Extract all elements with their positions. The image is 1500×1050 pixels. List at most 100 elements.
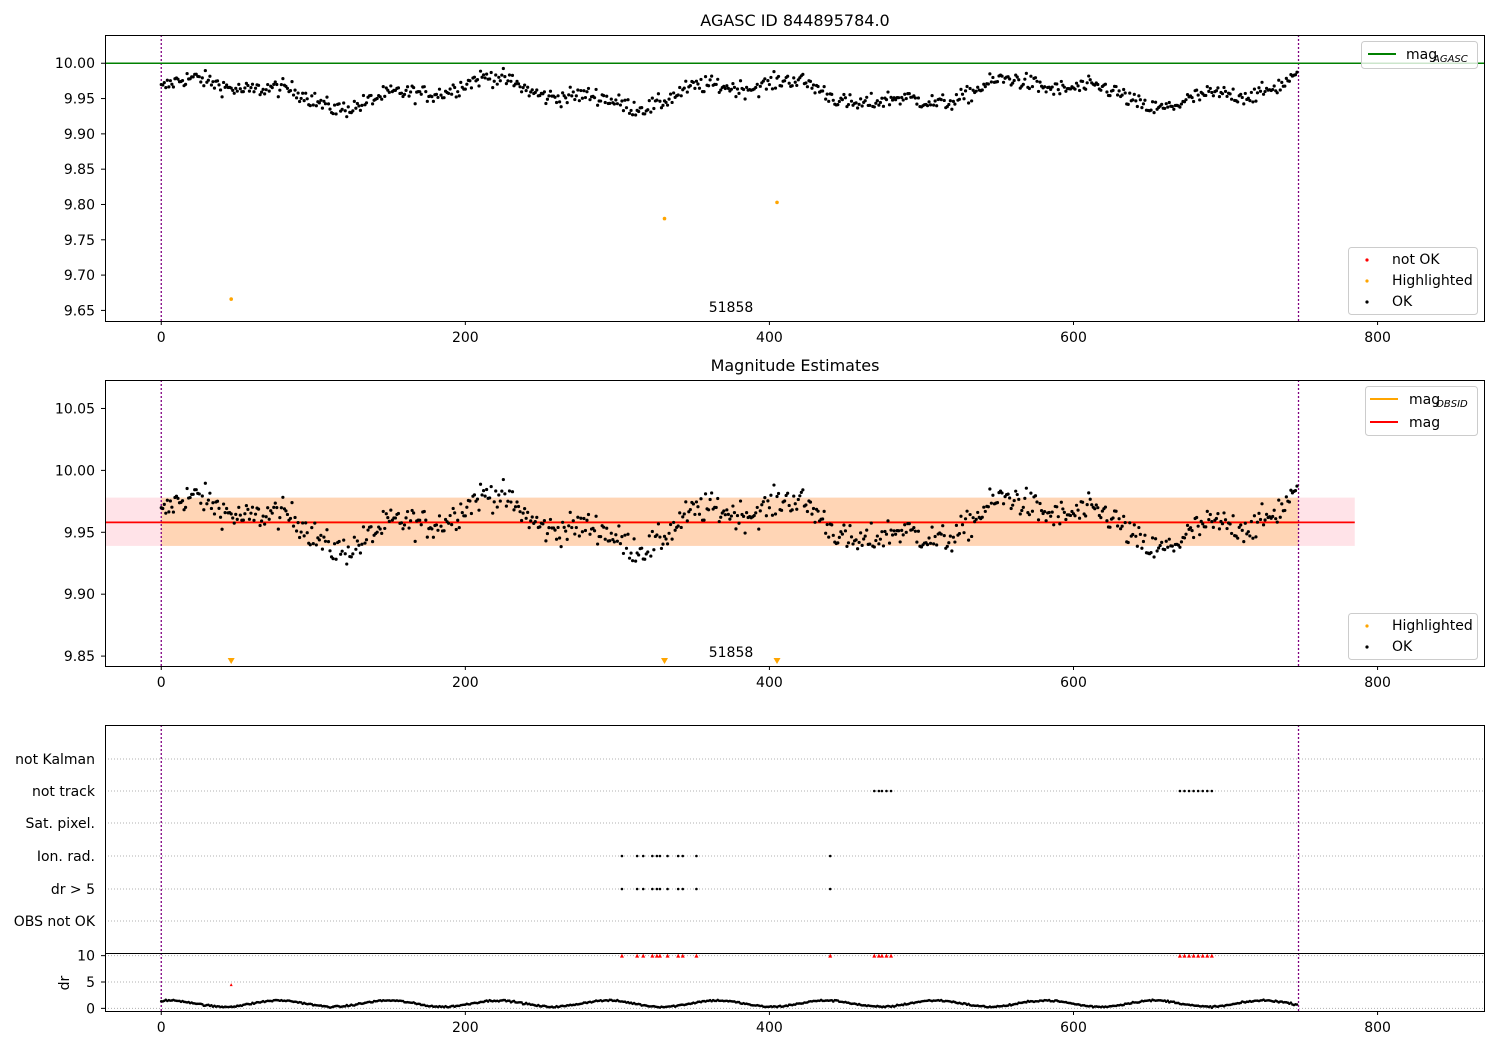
data-point-ok [696,82,700,86]
data-point-ok [615,102,619,106]
data-point-ok [851,542,855,546]
dr-point [520,1001,523,1004]
data-point-ok [247,89,252,93]
x-tick-label: 0 [157,1020,166,1036]
data-point-ok [252,90,256,94]
data-point-ok [284,509,288,513]
data-point-ok [480,75,484,79]
data-point-ok [223,85,227,89]
data-point-ok [988,72,992,76]
data-point-ok [232,91,236,95]
data-point-ok [472,493,477,497]
data-point-ok [434,92,439,96]
data-point-ok [1088,497,1092,501]
data-point-ok [787,503,791,508]
dr-clipped-marker [879,953,884,958]
data-point-ok [827,99,831,103]
data-point-ok [901,533,905,537]
data-point-ok [703,492,708,496]
data-point-ok [561,520,565,524]
flag-marker [641,887,645,891]
data-point-ok [941,93,945,97]
data-point-ok [865,95,869,99]
data-point-ok [1190,528,1194,533]
data-point-ok [571,90,575,94]
flag-marker [641,854,645,858]
data-point-ok [275,82,279,87]
data-point-ok [691,502,695,506]
data-point-ok [583,528,588,533]
data-point-ok [211,501,215,505]
data-point-ok [1094,503,1098,507]
legend-sub-agasc: AGASC [1432,54,1468,65]
data-point-ok [1207,89,1211,93]
data-point-ok [842,92,846,97]
data-point-ok [422,509,426,514]
data-point-ok [285,86,290,90]
data-point-ok [468,79,472,83]
data-point-ok [206,78,210,82]
data-point-ok [1061,507,1065,511]
data-point-ok [659,546,664,551]
data-point-ok [1081,79,1085,84]
data-point-ok [758,84,762,88]
data-point-ok [1158,543,1162,548]
data-point-ok [215,79,220,83]
data-point-ok [301,91,305,95]
data-point-ok [963,517,968,521]
data-point-ok [278,515,282,520]
data-point-ok [1251,536,1255,540]
data-point-ok [717,90,721,95]
flag-marker [676,854,680,858]
data-point-ok [345,562,349,566]
data-point-ok [869,521,873,525]
data-point-ok [249,86,253,90]
data-point-ok [1029,491,1033,495]
data-point-ok [270,86,274,90]
data-point-ok [1172,107,1176,111]
data-point-ok [494,73,498,77]
legend-label-mag-obsid: mag [1409,392,1440,408]
data-point-ok [1216,512,1220,516]
data-point-ok [688,83,692,88]
data-point-ok [264,515,268,519]
data-point-ok [202,84,206,88]
data-point-ok [640,546,644,550]
data-point-ok [831,533,835,537]
data-point-ok [1223,89,1228,93]
data-point-ok [655,533,659,537]
data-point-ok [513,505,518,509]
data-point-ok [764,87,768,91]
data-point-ok [1284,495,1288,499]
data-point-ok [1020,508,1024,513]
data-point-ok [723,513,727,517]
data-point-ok [688,507,692,512]
data-point-ok [725,84,729,88]
data-point-ok [904,530,908,534]
data-point-ok [334,557,338,561]
data-point-ok [951,535,955,539]
data-point-ok [1287,500,1291,504]
data-point-ok [1033,494,1038,498]
data-point-ok [1138,98,1142,102]
data-point-ok [478,482,483,486]
data-point-ok [1163,106,1167,111]
data-point-ok [519,90,524,94]
data-point-ok [509,79,513,83]
data-point-ok [430,94,434,99]
data-point-ok [811,83,816,87]
data-point-ok [407,526,411,530]
data-point-ok [693,512,697,517]
data-point-ok [326,540,331,544]
data-point-ok [167,510,171,514]
data-point-ok [162,81,166,85]
data-point-ok [912,525,916,530]
y-tick-label: 10 [77,949,95,965]
dr-point [1295,1003,1299,1006]
data-point-ok [884,98,889,102]
data-point-ok [456,518,460,522]
data-point-ok [1093,507,1097,511]
data-point-ok [988,487,992,491]
data-point-ok [898,540,902,544]
data-point-ok [1049,87,1053,92]
